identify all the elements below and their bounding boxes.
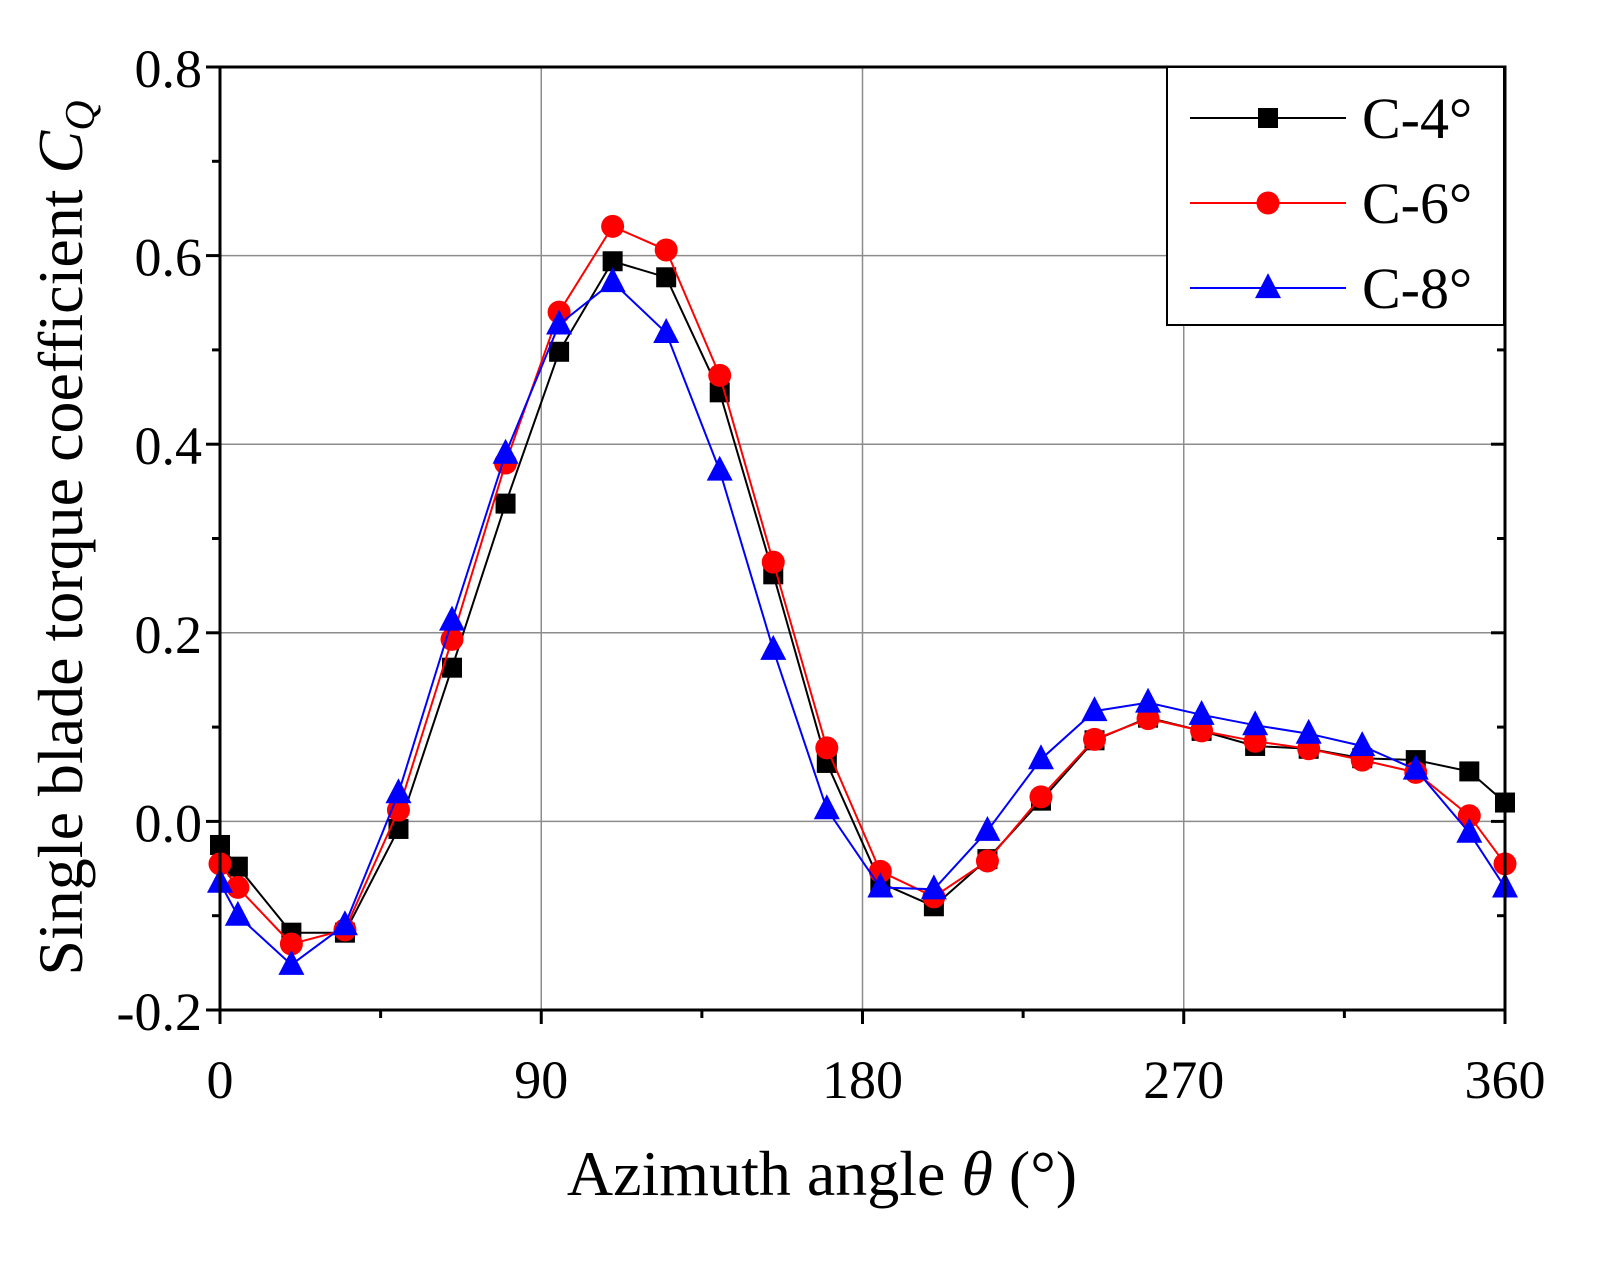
- data-point: [1027, 744, 1054, 770]
- data-point: [1136, 707, 1160, 731]
- data-point: [279, 932, 303, 956]
- data-point: [1457, 804, 1481, 828]
- x-tick-label: 180: [822, 1050, 903, 1110]
- legend-entry: C-4°: [1190, 86, 1472, 151]
- x-axis-title: Azimuth angle θ (°): [567, 1138, 1077, 1209]
- data-point: [654, 238, 678, 262]
- data-point: [1243, 729, 1267, 753]
- data-point: [386, 798, 410, 822]
- data-point: [1456, 817, 1483, 843]
- data-point: [653, 318, 680, 344]
- legend-marker: [1255, 273, 1281, 299]
- legend-entry: C-8°: [1190, 256, 1472, 321]
- x-tick-label: 0: [207, 1050, 234, 1110]
- y-tick-label: 0.6: [135, 228, 203, 288]
- legend-label: C-8°: [1362, 256, 1472, 321]
- data-point: [1190, 719, 1214, 743]
- legend-label: C-6°: [1362, 171, 1472, 236]
- data-point: [495, 493, 516, 514]
- y-tick-label: 0.4: [135, 416, 203, 476]
- x-tick-label: 270: [1143, 1050, 1224, 1110]
- data-point: [226, 875, 250, 899]
- data-point: [1188, 699, 1215, 725]
- data-point: [227, 856, 248, 877]
- data-point: [1459, 761, 1480, 782]
- data-point: [599, 267, 626, 293]
- data-point: [975, 849, 999, 873]
- series-group: [207, 214, 1518, 975]
- data-point: [1135, 687, 1162, 713]
- legend: C-4° C-6° C-8°: [1166, 66, 1505, 326]
- data-point: [549, 341, 570, 362]
- data-point: [442, 657, 463, 678]
- data-point: [224, 900, 251, 926]
- data-point: [602, 251, 623, 272]
- data-point: [388, 818, 409, 839]
- data-point: [974, 815, 1001, 841]
- y-tick-label: 0.8: [135, 39, 203, 99]
- data-point: [331, 910, 358, 936]
- data-point: [546, 309, 573, 335]
- data-point: [439, 605, 466, 631]
- data-point: [1083, 727, 1107, 751]
- y-tick-label: 0.2: [135, 605, 203, 665]
- data-point: [813, 794, 840, 820]
- data-point: [867, 872, 894, 898]
- data-point: [920, 874, 947, 900]
- legend-box: [1166, 66, 1505, 326]
- y-axis-title: Single blade torque coefficient CQ: [25, 100, 104, 975]
- data-point: [868, 859, 892, 883]
- y-tick-label: -0.2: [117, 982, 202, 1042]
- data-point: [1349, 731, 1376, 757]
- data-point: [1402, 754, 1429, 780]
- data-point: [440, 627, 464, 651]
- x-tick-label: 90: [514, 1050, 568, 1110]
- data-point: [1081, 696, 1108, 722]
- data-point: [385, 778, 412, 804]
- data-point: [1242, 710, 1269, 736]
- data-point: [1029, 785, 1053, 809]
- data-point: [709, 382, 730, 403]
- legend-entry: C-6°: [1190, 171, 1472, 236]
- axis-ticks: 0 90 180 270 360 -0.2 0.0 0.2 0.4 0.6 0.8: [117, 39, 1546, 1110]
- data-point: [656, 267, 677, 288]
- data-point: [492, 438, 519, 464]
- data-point: [1295, 718, 1322, 744]
- data-point: [708, 363, 732, 387]
- y-tick-label: 0.0: [135, 793, 203, 853]
- data-point: [706, 455, 733, 481]
- data-point: [601, 214, 625, 238]
- data-point: [760, 634, 787, 660]
- legend-label: C-4°: [1362, 86, 1472, 151]
- series-3: [207, 267, 1518, 975]
- x-tick-label: 360: [1465, 1050, 1546, 1110]
- data-point: [761, 550, 785, 574]
- data-point: [815, 736, 839, 760]
- series-line: [219, 280, 1506, 966]
- legend-marker: [1258, 108, 1278, 128]
- data-point: [278, 949, 305, 975]
- legend-marker: [1256, 191, 1280, 215]
